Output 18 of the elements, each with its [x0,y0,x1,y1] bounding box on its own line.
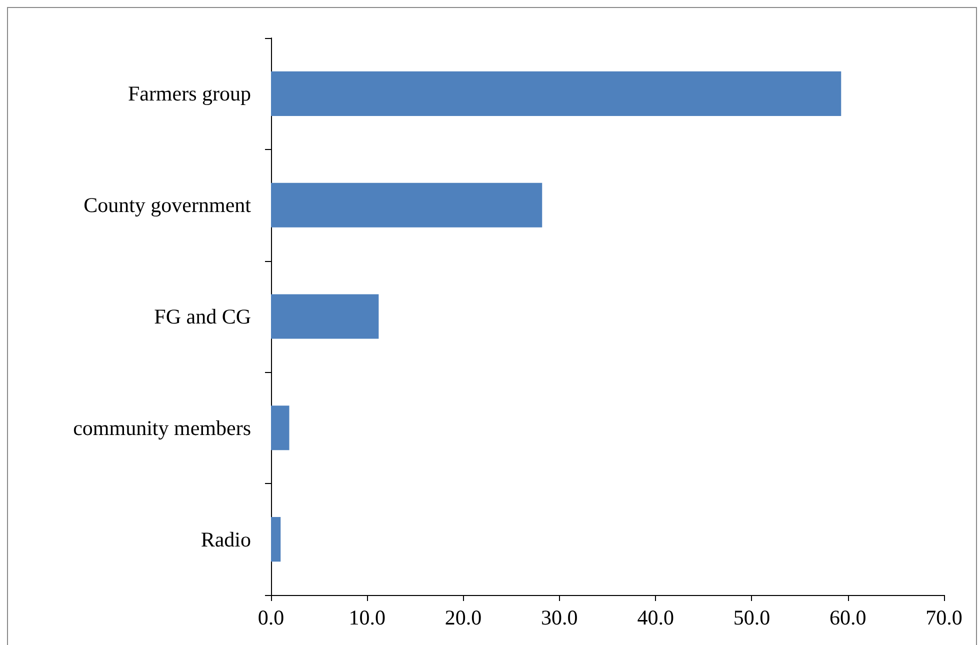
x-tick-label: 0.0 [258,606,284,630]
y-tick-label: Radio [200,527,251,552]
bar [271,406,290,450]
x-tick-label: 30.0 [541,606,578,630]
bar [271,182,542,228]
y-tick-label: County government [84,193,252,218]
x-tick-label: 40.0 [637,606,674,630]
y-tick-label: FG and CG [154,304,251,328]
x-tick-label: 20.0 [444,606,482,630]
x-tick-label: 50.0 [733,606,770,630]
bar [271,294,379,339]
x-tick-label: 10.0 [348,606,386,630]
x-tick-label: 70.0 [926,606,962,630]
bar [271,517,281,562]
bar [271,71,842,116]
x-tick-label: 60.0 [829,606,866,630]
y-tick-label: community members [73,416,251,440]
y-tick-label: Farmers group [128,82,251,106]
